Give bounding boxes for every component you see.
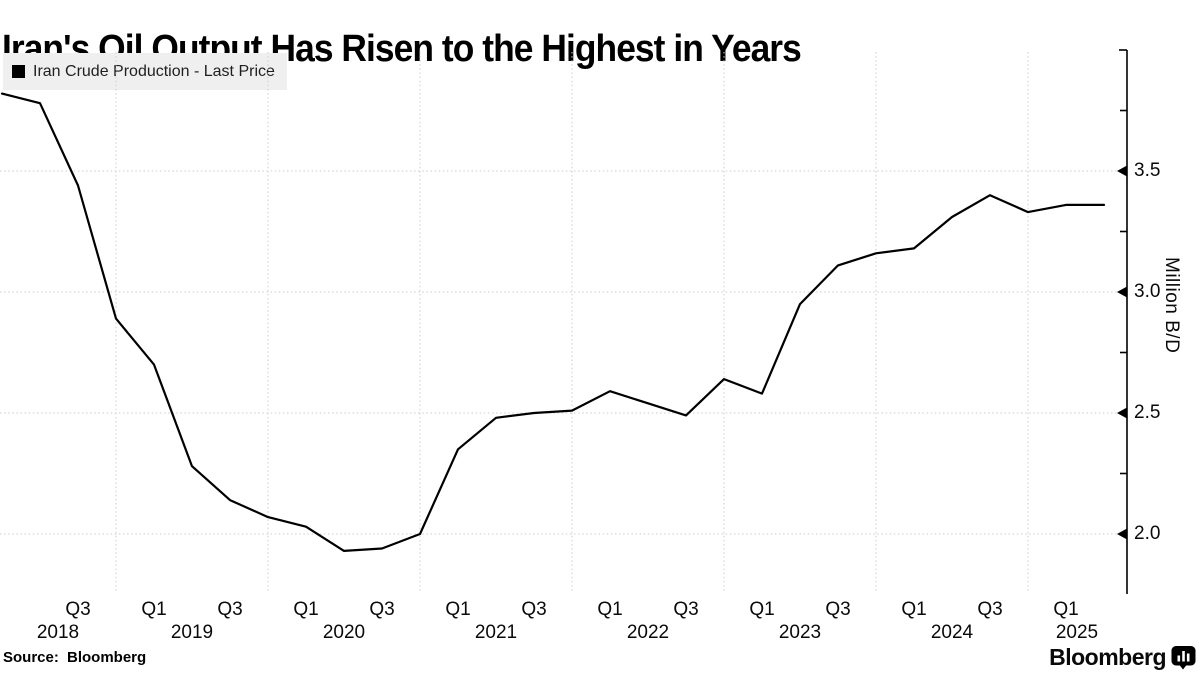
x-year-label: 2018 xyxy=(36,622,80,643)
x-year-label: 2020 xyxy=(322,622,366,643)
legend-marker-square xyxy=(12,65,25,78)
bloomberg-wordmark: Bloomberg xyxy=(1049,644,1166,670)
x-tick-label: Q1 xyxy=(749,599,775,620)
major-tick-arrow xyxy=(1117,407,1127,419)
legend-series-label: Iran Crude Production - Last Price xyxy=(33,62,275,80)
y-tick-label: 3.0 xyxy=(1134,281,1161,302)
x-tick-label: Q3 xyxy=(825,599,851,620)
x-tick-label: Q1 xyxy=(141,599,167,620)
x-tick-label: Q1 xyxy=(445,599,471,620)
x-tick-label: Q1 xyxy=(901,599,927,620)
major-tick-arrow xyxy=(1117,165,1127,177)
production-line xyxy=(0,92,1106,553)
x-tick-label: Q3 xyxy=(65,599,91,620)
major-tick-arrow xyxy=(1117,528,1127,540)
y-tick-label: 3.5 xyxy=(1134,160,1161,181)
x-year-label: 2019 xyxy=(170,622,214,643)
y-tick-label: 2.0 xyxy=(1134,523,1161,544)
y-tick-label: 2.5 xyxy=(1134,402,1161,423)
y-axis-title: Million B/D xyxy=(1161,257,1182,354)
x-tick-label: Q3 xyxy=(977,599,1003,620)
x-year-label: 2023 xyxy=(778,622,822,643)
x-tick-label: Q1 xyxy=(1053,599,1079,620)
x-tick-label: Q1 xyxy=(597,599,623,620)
bloomberg-logo: Bloomberg xyxy=(1049,644,1196,671)
legend: Iran Crude Production - Last Price xyxy=(3,53,287,90)
x-tick-label: Q3 xyxy=(369,599,395,620)
major-tick-arrow xyxy=(1117,286,1127,298)
x-tick-label: Q3 xyxy=(521,599,547,620)
x-tick-label: Q1 xyxy=(293,599,319,620)
x-year-label: 2021 xyxy=(474,622,518,643)
source-note: Source: Bloomberg xyxy=(3,649,147,666)
x-tick-label: Q3 xyxy=(673,599,699,620)
x-year-label: 2022 xyxy=(626,622,670,643)
x-year-label: 2025 xyxy=(1055,622,1099,643)
bloomberg-terminal-icon xyxy=(1171,646,1196,670)
x-tick-label: Q3 xyxy=(217,599,243,620)
x-year-label: 2024 xyxy=(930,622,974,643)
